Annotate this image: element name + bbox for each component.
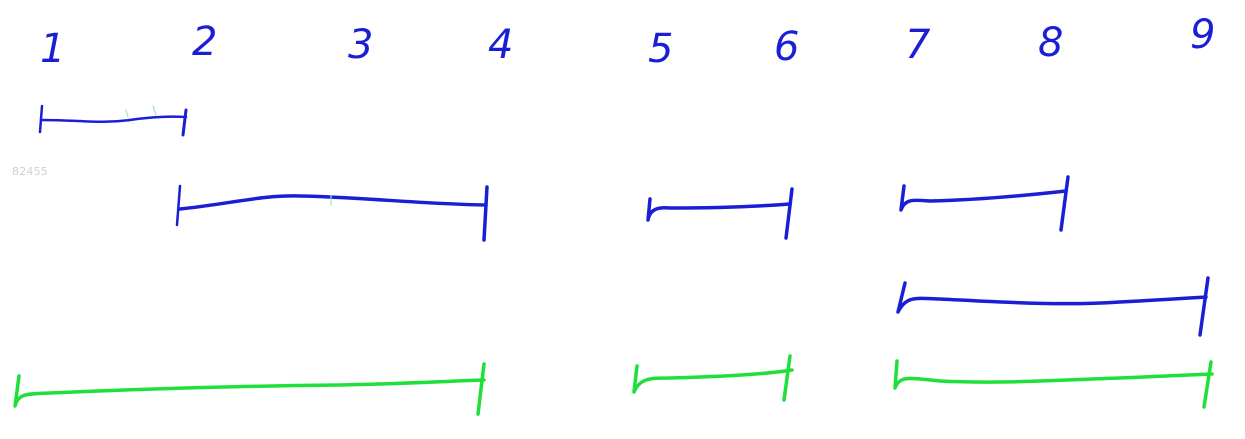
tick-label-4: 4 <box>488 22 513 68</box>
segment-row2-blue-5-6 <box>646 187 794 240</box>
tick-label-8: 8 <box>1038 20 1063 66</box>
tick-label-3: 3 <box>348 22 373 68</box>
tick-label-9: 9 <box>1190 12 1215 58</box>
tick-label-6: 6 <box>774 24 799 70</box>
watermark-text: 82455 <box>12 165 48 178</box>
tick-label-7: 7 <box>905 22 931 68</box>
segment-row2-blue-2-4 <box>175 184 489 242</box>
tick-labels: 1 2 3 4 5 6 7 8 9 <box>40 12 1215 72</box>
segment-row2-blue-7-8 <box>899 175 1070 232</box>
tick-label-5: 5 <box>648 26 673 72</box>
segment-row4-green-7-9 <box>893 359 1214 409</box>
segment-row4-green-1-4 <box>13 362 486 416</box>
tick-label-1: 1 <box>40 26 65 72</box>
tick-label-2: 2 <box>192 19 217 65</box>
segment-row1-blue-1-2 <box>38 104 188 137</box>
segment-row4-green-5-6 <box>632 354 794 402</box>
segment-row3-blue-7-9 <box>896 276 1210 337</box>
